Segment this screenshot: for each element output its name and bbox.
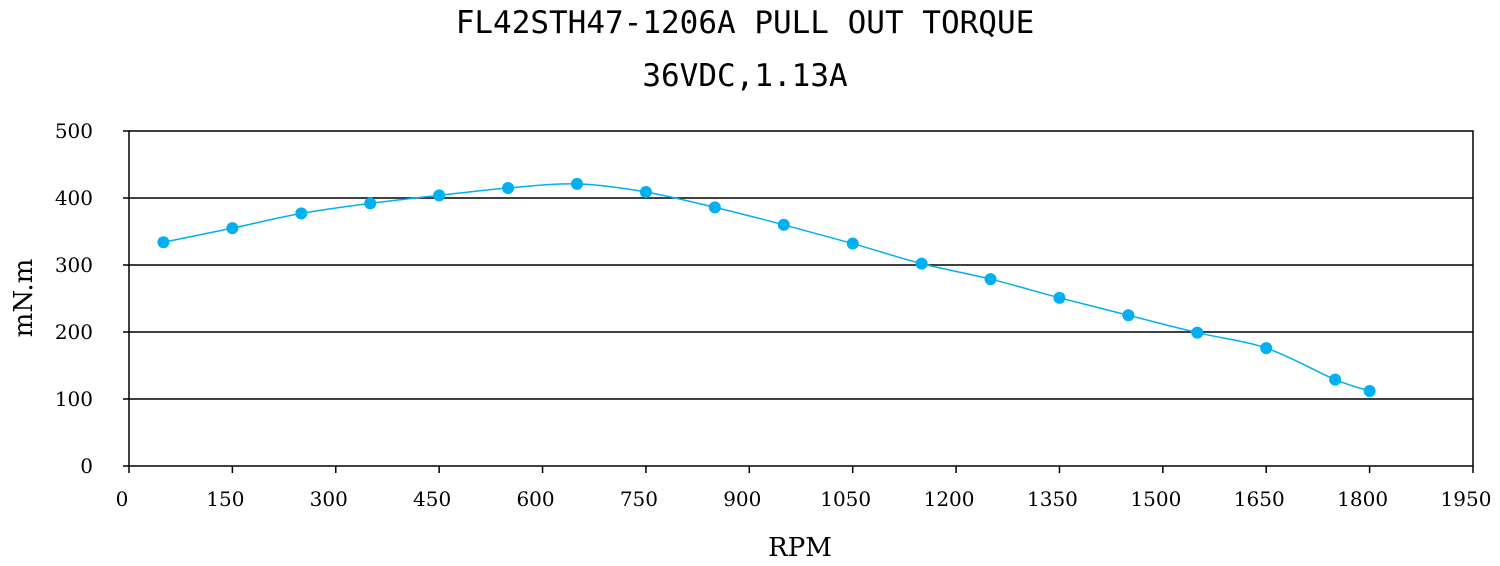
data-point xyxy=(433,189,446,202)
x-tick-label: 750 xyxy=(620,487,658,511)
data-point xyxy=(1329,373,1342,386)
series-group xyxy=(157,177,1376,397)
chart-subtitle: 36VDC,1.13A xyxy=(642,58,848,94)
x-tick-label: 0 xyxy=(116,487,129,511)
x-tick-label: 1500 xyxy=(1130,487,1181,511)
y-tick-label: 400 xyxy=(55,186,93,210)
data-point xyxy=(915,257,928,270)
gridlines xyxy=(129,197,1473,400)
plot-area xyxy=(128,130,1474,467)
data-point xyxy=(1122,309,1135,322)
x-tick-label: 1350 xyxy=(1027,487,1078,511)
data-point xyxy=(777,218,790,231)
y-tick-label: 100 xyxy=(55,387,93,411)
y-tick-label: 300 xyxy=(55,253,93,277)
data-point xyxy=(157,236,170,249)
data-point xyxy=(1363,384,1376,397)
x-tick-label: 1650 xyxy=(1234,487,1285,511)
y-axis: 0 100 200 300 400 500 xyxy=(55,119,129,478)
y-tick-label: 500 xyxy=(55,119,93,143)
x-tick-label: 600 xyxy=(516,487,554,511)
x-tick-label: 150 xyxy=(206,487,244,511)
data-point xyxy=(1191,326,1204,339)
data-point xyxy=(502,181,515,194)
data-point xyxy=(295,207,308,220)
data-point xyxy=(364,197,377,210)
y-tick-label: 200 xyxy=(55,320,93,344)
data-point xyxy=(708,201,721,214)
x-tick-label: 300 xyxy=(310,487,348,511)
x-axis: 0 150 300 450 600 750 900 1050 1200 1350 1500 1650 1… xyxy=(116,466,1492,511)
x-tick-label: 1200 xyxy=(924,487,975,511)
x-tick-label: 900 xyxy=(723,487,761,511)
data-point xyxy=(1260,342,1273,355)
x-axis-label: RPM xyxy=(768,533,832,563)
x-tick-label: 1800 xyxy=(1337,487,1388,511)
series-line xyxy=(163,183,1370,392)
data-point xyxy=(226,222,239,235)
data-point xyxy=(984,273,997,286)
chart-title: FL42STH47-1206A PULL OUT TORQUE xyxy=(456,5,1035,41)
x-tick-label: 1050 xyxy=(820,487,871,511)
data-point xyxy=(846,237,859,250)
x-tick-label: 450 xyxy=(413,487,451,511)
data-point xyxy=(1053,291,1066,304)
data-point xyxy=(639,185,652,198)
data-point xyxy=(571,177,583,190)
y-axis-label: mN.m xyxy=(9,259,39,338)
y-tick-label: 0 xyxy=(80,454,93,478)
x-tick-label: 1950 xyxy=(1441,487,1492,511)
